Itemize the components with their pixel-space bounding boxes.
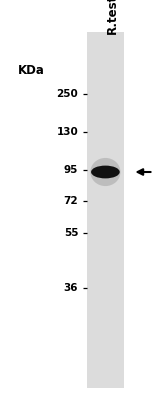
Text: 36: 36 [64,283,78,293]
Text: 95: 95 [64,165,78,175]
Text: 250: 250 [57,89,78,99]
Text: 130: 130 [57,127,78,137]
Text: R.testis: R.testis [105,0,118,34]
Text: 55: 55 [64,228,78,238]
Ellipse shape [90,158,120,186]
Ellipse shape [91,166,120,178]
Text: KDa: KDa [18,64,44,76]
Bar [87,32,124,388]
Text: 72: 72 [64,196,78,206]
